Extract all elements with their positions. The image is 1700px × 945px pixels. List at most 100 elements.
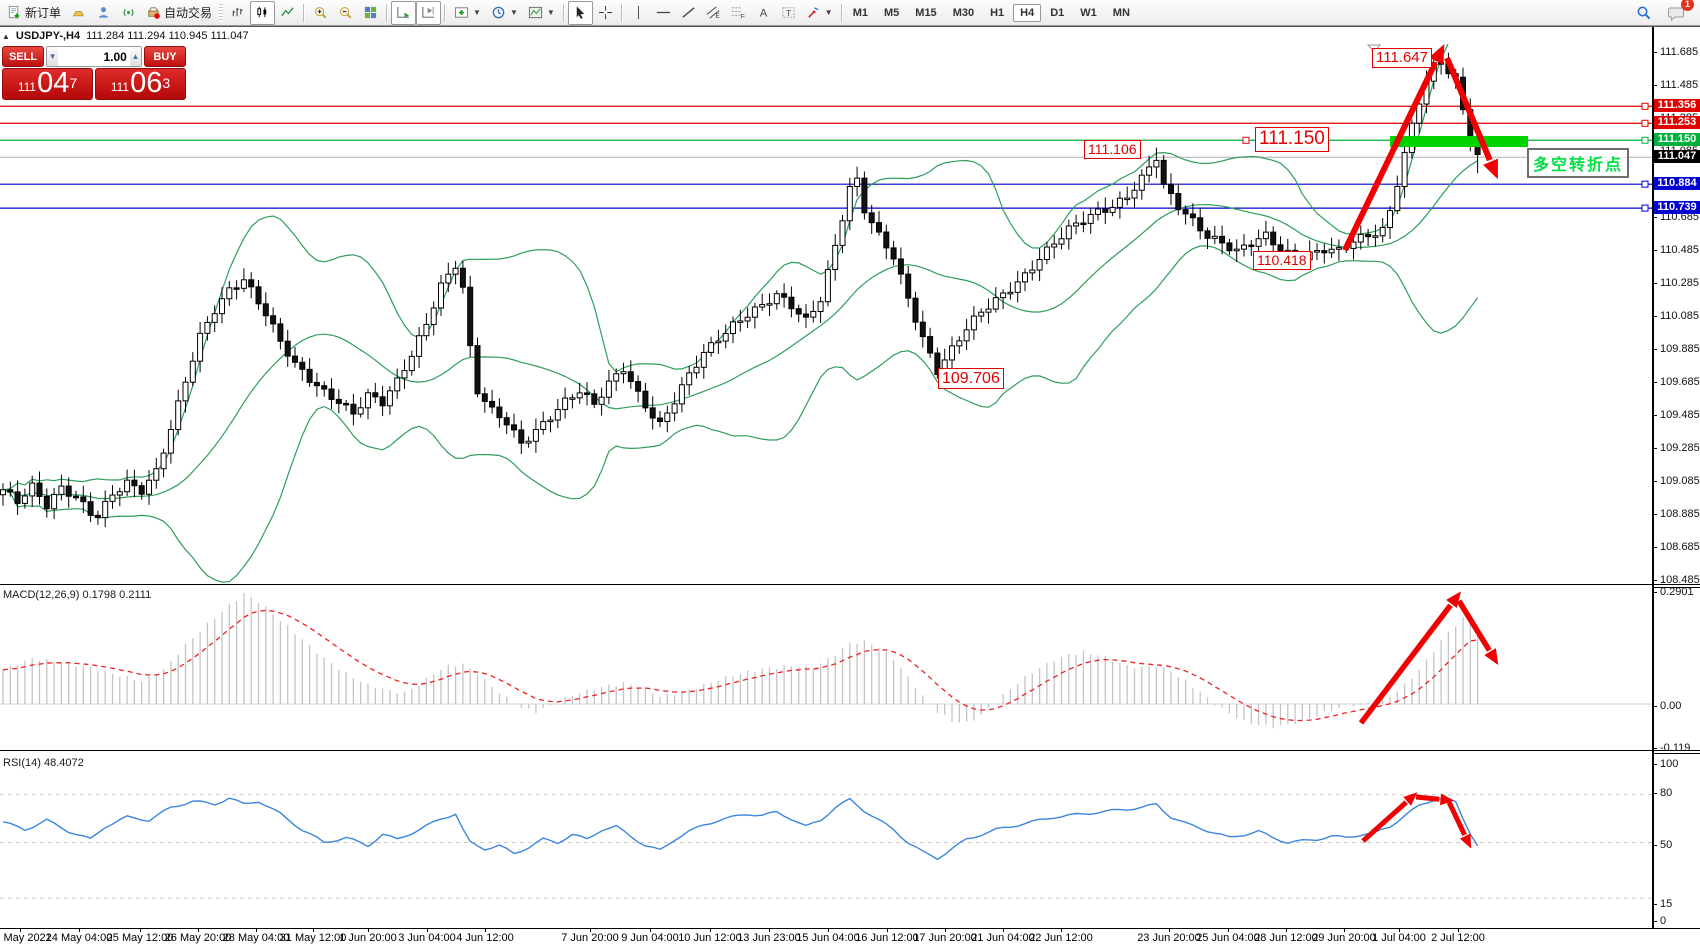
trendline-icon xyxy=(682,7,695,18)
chart-shift-button[interactable] xyxy=(416,0,442,25)
time-axis-label: 13 Jun 23:00 xyxy=(737,932,801,944)
time-tick xyxy=(485,929,486,932)
autotrade-button[interactable]: 自动交易 xyxy=(141,1,217,25)
signal-button[interactable] xyxy=(116,1,141,25)
rsi-scale-label: 100 xyxy=(1660,758,1679,770)
time-tick xyxy=(368,929,369,932)
one-click-trading-panel: SELL ▼ ▲ BUY 111 04 7 111 06 3 xyxy=(2,46,186,100)
price-label-box[interactable]: 111.106 xyxy=(1084,140,1141,159)
arrows-icon xyxy=(808,7,819,18)
buy-button[interactable]: BUY xyxy=(144,46,186,67)
macd-tick xyxy=(1652,706,1657,707)
price-tick-label: 109.685 xyxy=(1660,376,1700,388)
new-order-button[interactable]: 新订单 xyxy=(2,1,66,25)
price-tick-label: 109.885 xyxy=(1660,343,1700,355)
time-axis-label: 22 Jun 12:00 xyxy=(1029,932,1093,944)
volume-down-button[interactable]: ▼ xyxy=(47,47,59,66)
timeframe-button-m1[interactable]: M1 xyxy=(852,6,868,19)
bar-chart-button[interactable] xyxy=(225,1,250,25)
price-label-box[interactable]: 111.150 xyxy=(1255,127,1329,152)
rsi-panel[interactable] xyxy=(0,753,1652,928)
rsi-scale-label: 50 xyxy=(1660,839,1673,851)
sell-price-pip: 7 xyxy=(69,75,78,91)
macd-panel[interactable] xyxy=(0,585,1652,750)
volume-input[interactable] xyxy=(58,47,130,66)
time-tick xyxy=(1344,929,1345,932)
macd-indicator-label: MACD(12,26,9) 0.1798 0.2111 xyxy=(3,589,152,601)
macd-scale-label: -0.119 xyxy=(1660,742,1691,754)
text-label-tool-button[interactable]: T xyxy=(776,1,801,25)
zoom-out-button[interactable] xyxy=(333,1,358,25)
price-tick xyxy=(1652,547,1657,548)
auto-scroll-button[interactable] xyxy=(391,0,417,25)
timeframe-button-mn[interactable]: MN xyxy=(1112,6,1130,19)
tile-windows-button[interactable] xyxy=(358,1,383,25)
zoom-in-button[interactable] xyxy=(308,1,333,25)
price-tick-label: 110.285 xyxy=(1660,277,1699,289)
periods-button[interactable]: ▼ xyxy=(486,1,523,25)
time-axis-label: 29 Jun 20:00 xyxy=(1312,932,1376,944)
toolbar-separator xyxy=(444,3,447,22)
time-tick xyxy=(198,929,199,932)
price-tick-label: 109.085 xyxy=(1660,475,1700,487)
price-label-box[interactable]: 109.706 xyxy=(938,368,1004,390)
time-tick xyxy=(1003,929,1004,932)
time-axis-label: 3 Jun 04:00 xyxy=(398,932,456,944)
vertical-line-tool-button[interactable] xyxy=(626,1,651,25)
main-price-chart[interactable] xyxy=(0,44,1652,585)
notifications-button[interactable]: 1 xyxy=(1663,0,1694,25)
macd-scale-label: 0.2901 xyxy=(1660,586,1694,598)
new-order-label: 新订单 xyxy=(25,6,62,20)
sell-button[interactable]: SELL xyxy=(2,46,44,67)
fibonacci-tool-button[interactable]: F xyxy=(726,1,751,25)
time-tick xyxy=(1286,929,1287,932)
text-tool-button[interactable]: A xyxy=(751,1,776,25)
trendline-tool-button[interactable] xyxy=(676,1,701,25)
time-axis-label: 10 Jun 12:00 xyxy=(678,932,742,944)
time-axis-label: 9 Jun 04:00 xyxy=(621,932,679,944)
window-frame-border xyxy=(0,26,1700,27)
cursor-tool-button[interactable] xyxy=(567,0,593,25)
horizontal-line-tool-button[interactable] xyxy=(651,1,676,25)
rsi-scale-label: 80 xyxy=(1660,787,1673,799)
gold-button[interactable] xyxy=(66,1,91,25)
price-label-box[interactable]: 110.418 xyxy=(1253,251,1311,270)
volume-stepper: ▼ ▲ xyxy=(46,46,142,67)
time-tick xyxy=(769,929,770,932)
timeframe-button-w1[interactable]: W1 xyxy=(1080,6,1097,19)
crosshair-tool-button[interactable] xyxy=(593,1,618,25)
timeframe-button-m5[interactable]: M5 xyxy=(884,6,900,19)
rsi-tick xyxy=(1652,845,1657,846)
time-tick xyxy=(256,929,257,932)
arrows-tool-button[interactable]: ▼ xyxy=(801,1,838,25)
autotrade-label: 自动交易 xyxy=(164,6,213,20)
channel-tool-button[interactable]: E xyxy=(701,1,726,25)
timeframe-button-m15[interactable]: M15 xyxy=(915,6,937,19)
templates-button[interactable]: ▼ xyxy=(523,1,560,25)
search-button[interactable] xyxy=(1631,1,1657,25)
panel-separator[interactable] xyxy=(0,584,1700,585)
buy-price-display[interactable]: 111 06 3 xyxy=(95,68,186,100)
rsi-scale-label: 15 xyxy=(1660,898,1673,910)
volume-up-button[interactable]: ▲ xyxy=(129,47,141,66)
timeframe-button-m30[interactable]: M30 xyxy=(952,6,975,19)
line-chart-button[interactable] xyxy=(275,1,300,25)
indicators-button[interactable]: ▼ xyxy=(449,1,486,25)
zoom-out-icon xyxy=(340,7,352,19)
timeframe-button-h4[interactable]: H4 xyxy=(1013,3,1042,22)
profile-button[interactable] xyxy=(91,1,116,25)
timeframe-button-d1[interactable]: D1 xyxy=(1050,6,1065,19)
template-icon xyxy=(528,6,542,19)
sell-price-display[interactable]: 111 04 7 xyxy=(2,68,93,100)
toolbar-separator xyxy=(562,3,565,22)
window-collapse-icon[interactable]: ▲ xyxy=(2,31,10,41)
macd-tick xyxy=(1652,748,1657,749)
candlestick-chart-button[interactable] xyxy=(250,0,276,25)
price-level-badge: 111.253 xyxy=(1654,116,1700,130)
timeframe-button-h1[interactable]: H1 xyxy=(990,6,1005,19)
panel-separator[interactable] xyxy=(0,750,1700,751)
price-label-box[interactable]: 111.647 xyxy=(1372,48,1432,68)
cursor-icon xyxy=(576,6,585,19)
indicators-icon xyxy=(454,7,469,18)
price-tick-label: 108.885 xyxy=(1660,508,1700,520)
